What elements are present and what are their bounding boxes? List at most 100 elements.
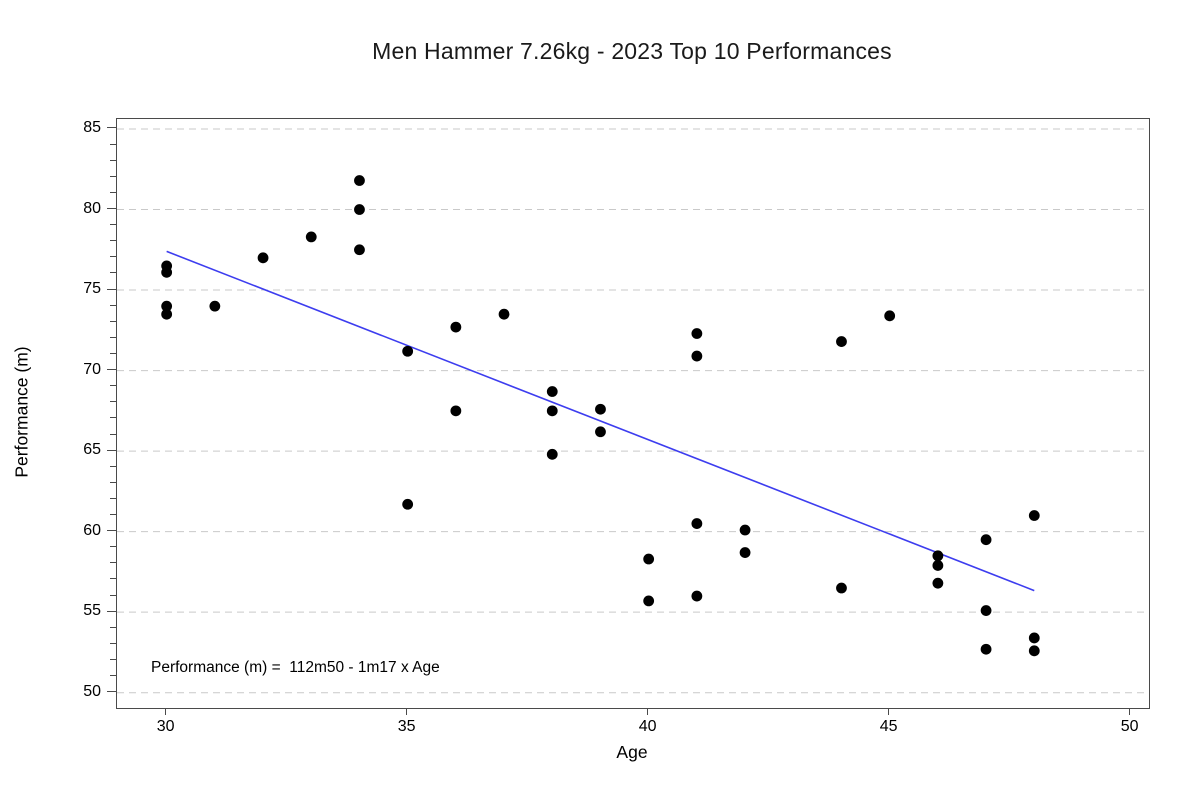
- x-major-tick: [888, 708, 890, 715]
- data-point: [546, 405, 558, 417]
- y-minor-tick: [110, 401, 116, 403]
- data-point: [354, 175, 365, 186]
- data-point: [691, 328, 703, 339]
- data-point: [836, 582, 847, 594]
- y-minor-tick: [110, 240, 116, 242]
- y-tick-label: 70: [83, 360, 101, 378]
- data-point: [1028, 645, 1040, 657]
- x-axis-title: Age: [616, 742, 648, 762]
- x-tick-label: 50: [1120, 718, 1139, 735]
- y-minor-tick: [110, 191, 116, 193]
- x-tick-label: 45: [879, 718, 898, 735]
- x-tick-label: 40: [638, 718, 657, 735]
- y-minor-tick: [110, 578, 116, 580]
- y-minor-tick: [110, 481, 116, 483]
- data-point: [932, 550, 944, 562]
- data-point: [546, 386, 558, 397]
- y-minor-tick: [110, 143, 116, 145]
- y-minor-tick: [110, 626, 116, 628]
- data-point: [980, 534, 992, 546]
- data-point: [209, 300, 221, 312]
- data-point: [161, 308, 173, 320]
- plot-area: Performance (m) = 112m50 - 1m17 x Age: [116, 118, 1150, 709]
- y-minor-tick: [110, 224, 116, 226]
- y-major-tick: [107, 530, 116, 532]
- data-point: [257, 252, 269, 264]
- y-tick-label: 65: [83, 441, 101, 459]
- y-minor-tick: [110, 256, 116, 258]
- data-point: [739, 524, 751, 536]
- y-major-tick: [107, 127, 116, 129]
- data-point: [739, 547, 751, 558]
- data-point: [498, 308, 510, 320]
- data-point: [161, 300, 173, 312]
- data-point: [980, 643, 992, 655]
- y-minor-tick: [110, 546, 116, 548]
- plot-canvas: [117, 128, 1149, 694]
- data-point: [354, 204, 365, 215]
- x-major-tick: [165, 708, 167, 715]
- y-minor-tick: [110, 497, 116, 499]
- data-point: [932, 560, 944, 571]
- y-minor-tick: [110, 272, 116, 274]
- data-point: [836, 336, 847, 347]
- y-major-tick: [107, 369, 116, 371]
- data-point: [1028, 510, 1040, 521]
- y-minor-tick: [110, 304, 116, 306]
- data-point: [402, 345, 414, 357]
- data-point: [980, 605, 992, 616]
- y-tick-label: 85: [83, 118, 101, 136]
- data-point: [450, 321, 462, 333]
- y-major-tick: [107, 288, 116, 290]
- y-tick-label: 80: [83, 199, 101, 217]
- y-tick-label: 75: [83, 280, 101, 298]
- regression-equation: Performance (m) = 112m50 - 1m17 x Age: [151, 659, 440, 676]
- x-tick-label: 30: [156, 718, 175, 735]
- data-point: [643, 595, 655, 607]
- data-point: [595, 426, 606, 438]
- y-minor-tick: [110, 159, 116, 161]
- y-minor-tick: [110, 594, 116, 596]
- data-point: [305, 231, 317, 243]
- y-minor-tick: [110, 465, 116, 467]
- data-point: [546, 448, 558, 460]
- y-tick-label: 60: [83, 521, 101, 539]
- y-major-tick: [107, 610, 116, 612]
- y-minor-tick: [110, 675, 116, 677]
- y-minor-tick: [110, 352, 116, 354]
- y-axis-title: Performance (m): [11, 346, 32, 478]
- x-major-tick: [647, 708, 649, 715]
- data-point: [450, 405, 462, 417]
- y-minor-tick: [110, 514, 116, 516]
- data-point: [1028, 632, 1040, 644]
- y-major-tick: [107, 691, 116, 693]
- y-minor-tick: [110, 658, 116, 660]
- data-point: [402, 498, 414, 510]
- data-point: [691, 518, 703, 529]
- trend-line: [166, 250, 1035, 592]
- data-point: [691, 590, 703, 602]
- y-minor-tick: [110, 642, 116, 644]
- data-point: [161, 266, 173, 278]
- y-major-tick: [107, 208, 116, 210]
- data-point: [932, 577, 944, 589]
- y-tick-label: 50: [83, 682, 101, 700]
- y-minor-tick: [110, 336, 116, 338]
- y-major-tick: [107, 449, 116, 451]
- y-tick-label: 55: [83, 602, 101, 620]
- y-minor-tick: [110, 175, 116, 177]
- chart-title: Men Hammer 7.26kg - 2023 Top 10 Performa…: [372, 38, 892, 64]
- y-minor-tick: [110, 562, 116, 564]
- data-point: [354, 244, 365, 256]
- y-minor-tick: [110, 417, 116, 419]
- data-point: [691, 350, 703, 362]
- data-point: [595, 403, 606, 415]
- data-point: [643, 553, 655, 565]
- y-minor-tick: [110, 320, 116, 322]
- x-major-tick: [1129, 708, 1131, 715]
- y-minor-tick: [110, 385, 116, 387]
- x-major-tick: [406, 708, 408, 715]
- data-point: [884, 310, 896, 322]
- y-minor-tick: [110, 433, 116, 435]
